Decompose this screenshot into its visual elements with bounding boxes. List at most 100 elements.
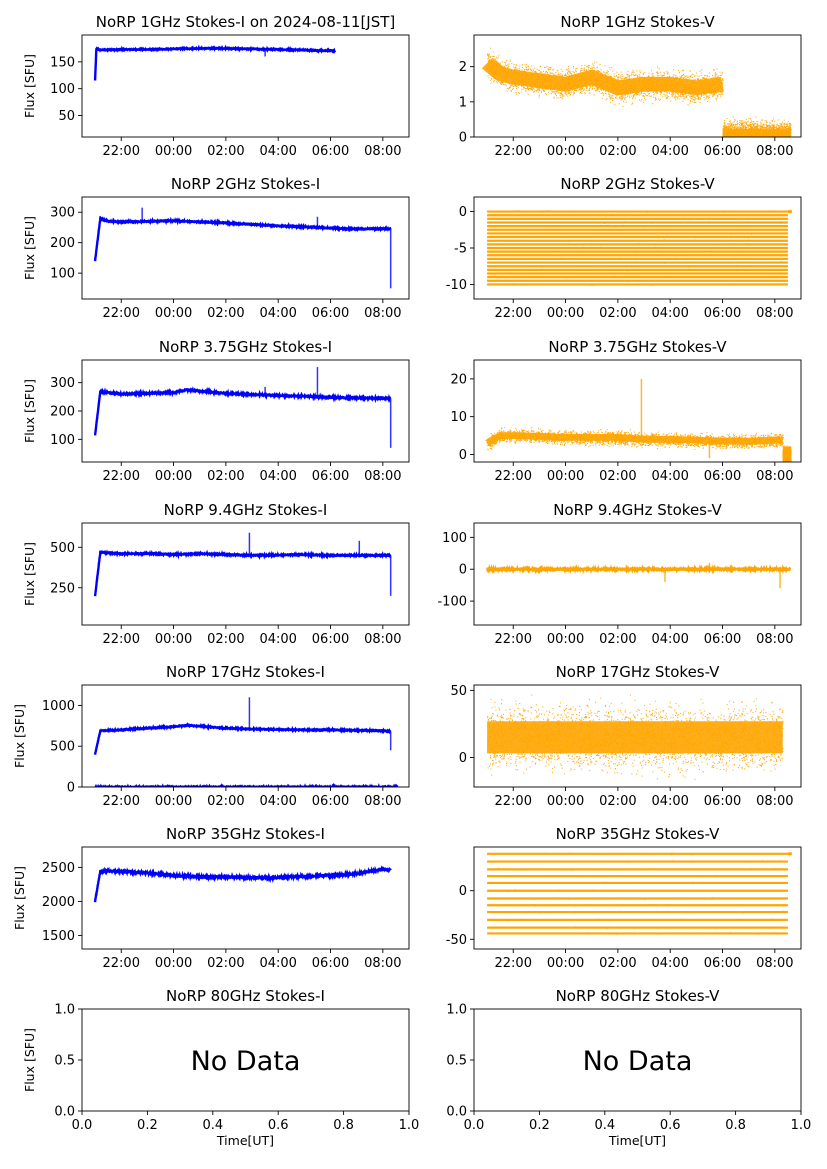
data-point xyxy=(758,139,759,140)
data-point xyxy=(674,95,676,97)
data-point xyxy=(738,140,739,141)
data-point xyxy=(536,89,538,91)
data-point xyxy=(781,140,782,141)
data-point xyxy=(652,73,654,75)
data-point xyxy=(746,141,747,142)
data-point xyxy=(516,88,518,90)
data-point xyxy=(743,144,744,145)
data-point xyxy=(679,76,681,78)
data-point xyxy=(488,77,490,79)
data-point xyxy=(651,73,653,75)
data-point xyxy=(615,75,617,77)
data-point xyxy=(714,93,716,95)
data-point xyxy=(699,98,701,100)
data-point xyxy=(758,140,759,141)
data-point xyxy=(746,121,748,123)
data-point xyxy=(691,98,693,100)
data-point xyxy=(783,126,785,128)
data-point xyxy=(508,88,510,90)
data-point xyxy=(664,91,666,93)
data-point xyxy=(704,75,706,77)
data-point xyxy=(757,121,759,123)
data-point xyxy=(748,146,749,147)
data-point xyxy=(505,83,507,85)
data-point xyxy=(750,141,751,142)
data-point xyxy=(780,142,781,143)
data-point xyxy=(597,70,599,72)
data-point xyxy=(760,141,761,142)
data-point xyxy=(772,124,774,126)
data-point xyxy=(555,91,557,93)
data-point xyxy=(672,93,674,95)
data-point xyxy=(712,94,714,96)
data-point xyxy=(599,71,601,73)
data-point xyxy=(768,140,769,141)
data-point xyxy=(697,96,699,98)
data-point xyxy=(740,142,741,143)
data-point xyxy=(771,139,772,140)
data-point xyxy=(588,92,590,94)
data-point xyxy=(760,140,761,141)
data-point xyxy=(786,123,788,125)
data-point xyxy=(744,127,746,129)
data-point xyxy=(542,88,544,90)
data-point xyxy=(774,142,775,143)
data-point xyxy=(788,141,789,142)
data-point xyxy=(737,138,738,139)
data-point xyxy=(521,64,523,66)
data-point xyxy=(737,139,738,140)
data-point xyxy=(732,116,734,118)
data-point xyxy=(513,64,515,66)
data-point xyxy=(786,139,787,140)
data-point xyxy=(745,138,746,139)
data-point xyxy=(763,140,764,141)
data-point xyxy=(750,142,751,143)
data-point xyxy=(532,69,534,71)
data-point xyxy=(686,96,688,98)
data-point xyxy=(681,93,683,95)
data-point xyxy=(518,67,520,69)
data-point xyxy=(767,141,768,142)
data-point xyxy=(598,91,600,93)
data-point xyxy=(667,92,669,94)
data-point xyxy=(726,140,727,141)
data-point xyxy=(563,95,565,97)
data-point xyxy=(656,92,658,94)
data-point xyxy=(730,122,732,124)
data-point xyxy=(490,82,492,84)
y-tick-label: 50 xyxy=(58,109,75,124)
data-point xyxy=(621,95,623,97)
data-point xyxy=(727,138,728,139)
data-point xyxy=(552,73,554,75)
data-point xyxy=(754,149,755,150)
data-point xyxy=(645,94,647,96)
data-point xyxy=(519,65,521,67)
data-point xyxy=(627,94,629,96)
data-point xyxy=(779,138,780,139)
data-point xyxy=(743,139,744,140)
data-point xyxy=(734,118,736,120)
data-point xyxy=(560,96,562,98)
data-point xyxy=(501,61,503,63)
data-point xyxy=(750,142,751,143)
data-point xyxy=(765,121,767,123)
data-point xyxy=(679,96,681,98)
data-point xyxy=(776,142,777,143)
data-point xyxy=(520,91,522,93)
data-point xyxy=(746,138,747,139)
data-point xyxy=(527,93,529,95)
data-point xyxy=(705,93,707,95)
data-point xyxy=(548,69,550,71)
data-point xyxy=(726,142,727,143)
data-point xyxy=(561,96,563,98)
data-point xyxy=(757,139,758,140)
data-point xyxy=(629,75,631,77)
data-point xyxy=(773,123,775,125)
data-point xyxy=(632,102,634,104)
data-point xyxy=(543,90,545,92)
data-point xyxy=(748,120,750,122)
data-point xyxy=(652,103,654,105)
data-point xyxy=(702,78,704,80)
data-point xyxy=(747,151,748,152)
data-point xyxy=(715,76,717,78)
